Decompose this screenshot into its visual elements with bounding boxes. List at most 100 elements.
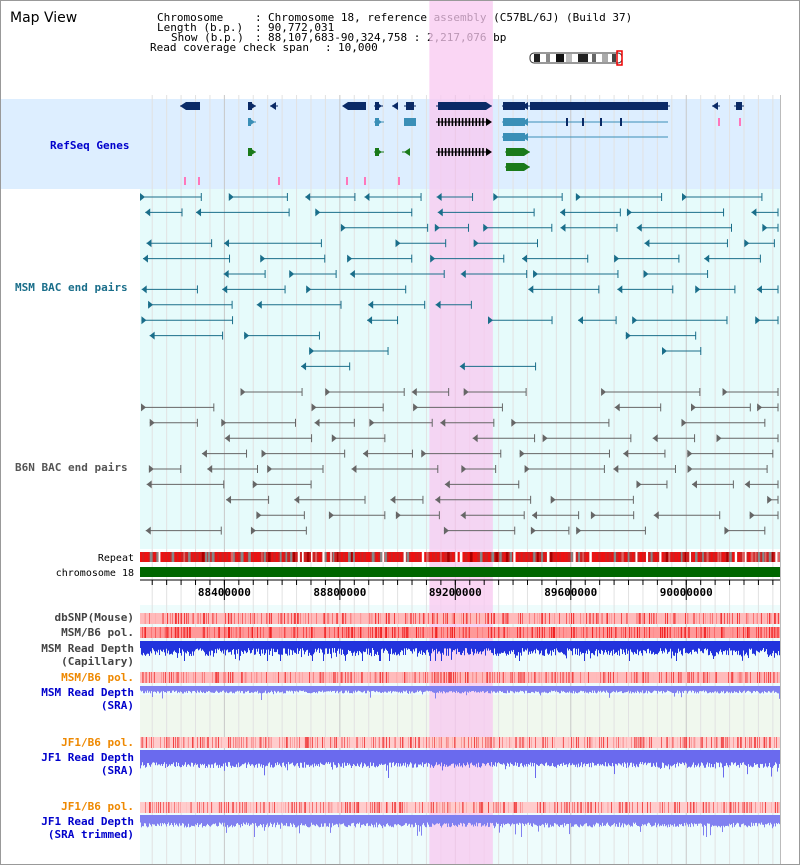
- msm-b6-pol-sra-label[interactable]: MSM/B6 pol.: [61, 671, 134, 684]
- depth-bar: [574, 686, 575, 694]
- repeat-track[interactable]: [140, 552, 780, 562]
- depth-bar: [155, 750, 156, 766]
- b6n-bac-end-pairs-label[interactable]: B6N BAC end pairs: [15, 461, 128, 474]
- depth-bar: [279, 750, 280, 764]
- depth-bar: [406, 815, 407, 824]
- msm-read-depth-sra-label[interactable]: MSM Read Depth: [41, 686, 134, 699]
- msm-bac-end-pairs-track[interactable]: [140, 193, 779, 371]
- b6n-bac-end-pairs-track[interactable]: [141, 388, 779, 535]
- depth-bar: [574, 815, 575, 825]
- depth-bar: [333, 641, 334, 653]
- depth-bar: [266, 686, 267, 694]
- depth-bar: [230, 815, 231, 827]
- repeat-element: [536, 552, 539, 562]
- repeat-element: [771, 552, 774, 562]
- depth-bar: [252, 815, 253, 823]
- msm-b6-pol-label[interactable]: MSM/B6 pol.: [61, 626, 134, 639]
- heat-cell: [664, 627, 665, 638]
- jf1-b6-pol-label[interactable]: JF1/B6 pol.: [61, 736, 134, 749]
- depth-bar: [743, 641, 744, 651]
- depth-bar: [588, 750, 589, 764]
- depth-bar: [723, 641, 724, 652]
- heat-cell: [643, 672, 644, 683]
- heat-cell: [529, 613, 530, 624]
- heat-cell: [673, 613, 674, 624]
- depth-bar: [189, 750, 190, 766]
- depth-bar: [734, 750, 735, 764]
- depth-bar: [425, 686, 426, 692]
- heat-cell: [489, 672, 490, 683]
- b6n-bac-end-arrow: [362, 449, 368, 458]
- chromosome-ideogram[interactable]: [529, 50, 623, 66]
- depth-bar: [771, 815, 772, 825]
- heat-cell: [191, 802, 192, 813]
- heat-cell: [334, 737, 335, 748]
- depth-bar: [749, 750, 750, 767]
- heat-cell: [609, 672, 610, 683]
- heat-cell: [288, 613, 289, 624]
- dbsnp-label[interactable]: dbSNP(Mouse): [55, 611, 134, 624]
- depth-bar: [666, 750, 667, 766]
- depth-bar: [533, 815, 534, 824]
- depth-bar: [270, 686, 271, 693]
- depth-bar: [465, 686, 466, 692]
- heat-cell: [429, 737, 430, 748]
- depth-bar: [362, 686, 363, 693]
- repeat-element: [738, 552, 740, 562]
- heat-cell: [467, 672, 468, 683]
- depth-bar: [314, 641, 315, 653]
- jf1-read-depth-trimmed-label[interactable]: JF1 Read Depth: [41, 815, 134, 828]
- repeat-element: [566, 552, 568, 562]
- msm-read-depth-capillary-label[interactable]: MSM Read Depth: [41, 642, 134, 655]
- depth-bar: [509, 750, 510, 767]
- heat-cell: [637, 627, 638, 638]
- heat-cell: [478, 737, 479, 748]
- heat-cell: [342, 802, 343, 813]
- depth-bar: [257, 750, 258, 768]
- depth-bar: [440, 815, 441, 826]
- repeat-element: [607, 552, 609, 562]
- depth-bar: [354, 750, 355, 765]
- depth-bar: [164, 641, 165, 653]
- depth-bar: [367, 815, 368, 824]
- jf1-b6-pol-trimmed-label[interactable]: JF1/B6 pol.: [61, 800, 134, 813]
- depth-bar: [632, 686, 633, 693]
- heat-cell: [746, 613, 747, 624]
- depth-bar: [636, 686, 637, 694]
- depth-bar: [156, 815, 157, 827]
- depth-bar: [692, 750, 693, 765]
- chromosome-bar[interactable]: [140, 567, 780, 577]
- heat-cell: [378, 613, 379, 624]
- depth-bar: [570, 686, 571, 693]
- depth-bar: [296, 815, 297, 828]
- depth-bar: [460, 641, 461, 655]
- heat-cell: [169, 737, 170, 748]
- depth-bar: [673, 815, 674, 827]
- heat-cell: [165, 672, 166, 683]
- depth-bar: [279, 686, 280, 693]
- depth-bar: [603, 750, 604, 766]
- heat-cell: [577, 802, 578, 813]
- repeat-element: [706, 552, 709, 562]
- heat-cell: [690, 802, 691, 813]
- heat-cell: [599, 737, 600, 748]
- refseq-genes-label[interactable]: RefSeq Genes: [50, 139, 129, 152]
- depth-bar: [611, 815, 612, 826]
- depth-bar: [581, 686, 582, 691]
- heat-cell: [415, 737, 416, 748]
- depth-bar: [599, 686, 600, 692]
- refseq-genes-track[interactable]: [180, 102, 744, 185]
- depth-bar: [351, 815, 352, 824]
- heat-cell: [745, 627, 746, 638]
- depth-bar: [741, 686, 742, 694]
- depth-bar: [154, 686, 155, 692]
- depth-bar: [652, 686, 653, 693]
- msm-bac-end-pairs-label[interactable]: MSM BAC end pairs: [15, 281, 128, 294]
- jf1-read-depth-sra-label[interactable]: JF1 Read Depth: [41, 751, 134, 764]
- depth-bar: [419, 750, 420, 765]
- heat-cell: [747, 613, 748, 624]
- heat-cell: [562, 672, 563, 683]
- heat-cell: [666, 737, 667, 748]
- heat-cell: [649, 737, 650, 748]
- heat-cell: [549, 802, 550, 813]
